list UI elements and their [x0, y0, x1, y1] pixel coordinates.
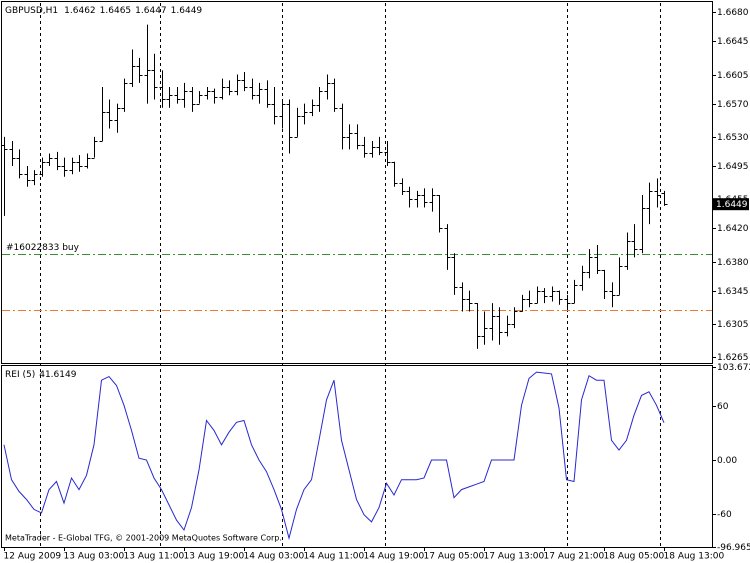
y-tick-label: -60: [717, 510, 732, 520]
y-tick-label: 1.6645: [717, 37, 749, 47]
x-tick-label: 17 Aug 05:00: [424, 552, 485, 562]
y-tick-label: 1.6570: [717, 100, 749, 110]
chart-header: GBPUSD,H1 1.6462 1.6465 1.6447 1.6449: [5, 6, 202, 16]
y-tick-label: 1.6530: [717, 133, 749, 143]
indicator-pane-frame: [1, 365, 713, 548]
copyright: MetaTrader - E-Global TFG, © 2001-2009 M…: [5, 534, 282, 543]
y-tick-label: 1.6380: [717, 258, 749, 268]
symbol-title: GBPUSD,H1: [5, 6, 58, 16]
last-high: 1.6465: [100, 6, 132, 16]
y-tick-label: 0.00: [717, 456, 737, 466]
last-open: 1.6462: [64, 6, 96, 16]
indicator-title: REI (5): [5, 370, 35, 380]
main-pane-frame: [1, 1, 713, 364]
y-tick-label: -96.9652: [717, 543, 750, 553]
y-tick-label: 1.6265: [717, 353, 749, 363]
order-label: #16022833 buy: [6, 243, 80, 253]
indicator-line: [3, 371, 665, 541]
y-tick-label: 1.6680: [717, 8, 749, 18]
vertical-grid: [40, 3, 661, 547]
last-close: 1.6449: [171, 6, 203, 16]
indicator-header: REI (5) 41.6149: [5, 370, 77, 380]
y-tick-label: 103.6724: [717, 363, 750, 373]
x-tick-label: 13 Aug 11:00: [124, 552, 185, 562]
last-low: 1.6447: [135, 6, 167, 16]
x-tick-label: 14 Aug 11:00: [304, 552, 365, 562]
y-tick-label: 60: [717, 402, 729, 412]
x-tick-label: 12 Aug 2009: [4, 552, 62, 562]
y-tick-label: 1.6495: [717, 162, 749, 172]
x-tick-label: 13 Aug 19:00: [184, 552, 245, 562]
x-tick-label: 18 Aug 13:00: [664, 552, 725, 562]
x-tick-label: 17 Aug 13:00: [484, 552, 545, 562]
x-tick-label: 14 Aug 19:00: [364, 552, 425, 562]
y-tick-label: 1.6305: [717, 320, 749, 330]
y-tick-label: 1.6420: [717, 224, 749, 234]
x-tick-label: 13 Aug 03:00: [64, 552, 125, 562]
y-tick-label: 1.6345: [717, 287, 749, 297]
price-marker-label: 1.6449: [716, 200, 748, 210]
x-tick-label: 18 Aug 05:00: [604, 552, 665, 562]
indicator-last: 41.6149: [39, 370, 76, 380]
y-tick-label: 1.6605: [717, 71, 749, 81]
x-tick-label: 17 Aug 21:00: [544, 552, 605, 562]
price-marker: [713, 198, 749, 211]
x-tick-label: 14 Aug 03:00: [244, 552, 305, 562]
